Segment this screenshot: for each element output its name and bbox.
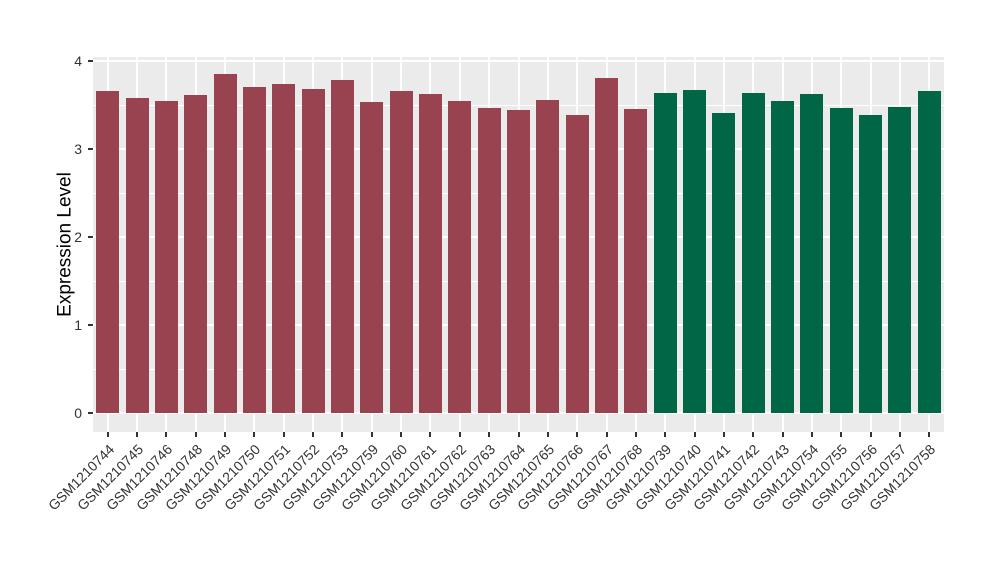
x-tick-mark bbox=[488, 432, 491, 437]
x-tick-mark bbox=[400, 432, 403, 437]
x-tick-mark bbox=[370, 432, 373, 437]
bar bbox=[536, 99, 560, 413]
x-tick-mark bbox=[253, 432, 256, 437]
bar bbox=[800, 93, 824, 413]
x-tick-mark bbox=[576, 432, 579, 437]
y-tick-mark bbox=[88, 412, 93, 414]
x-tick-mark bbox=[722, 432, 725, 437]
bar bbox=[96, 90, 120, 413]
bar bbox=[330, 80, 354, 413]
x-tick-mark bbox=[458, 432, 461, 437]
bar bbox=[184, 95, 208, 413]
y-tick-mark bbox=[88, 324, 93, 326]
bar bbox=[771, 100, 795, 413]
x-tick-mark bbox=[664, 432, 667, 437]
bar bbox=[507, 110, 530, 413]
bar bbox=[624, 108, 648, 413]
bar bbox=[477, 107, 501, 413]
x-tick-mark bbox=[429, 432, 432, 437]
y-tick-mark bbox=[88, 148, 93, 150]
bar bbox=[242, 86, 266, 413]
x-tick-mark bbox=[282, 432, 285, 437]
bar bbox=[272, 83, 296, 413]
bar bbox=[917, 90, 941, 413]
bar bbox=[213, 74, 237, 413]
y-tick-label: 1 bbox=[74, 317, 82, 333]
bar bbox=[125, 97, 149, 413]
bar bbox=[360, 102, 384, 413]
x-tick-mark bbox=[194, 432, 197, 437]
bar bbox=[741, 92, 765, 413]
y-tick-mark bbox=[88, 236, 93, 238]
y-tick-label: 2 bbox=[74, 229, 82, 245]
x-tick-mark bbox=[898, 432, 901, 437]
x-tick-mark bbox=[928, 432, 931, 437]
x-tick-mark bbox=[546, 432, 549, 437]
y-tick-mark bbox=[88, 60, 93, 62]
bar bbox=[829, 107, 853, 413]
bar bbox=[595, 77, 619, 413]
x-tick-mark bbox=[781, 432, 784, 437]
x-tick-mark bbox=[693, 432, 696, 437]
x-tick-mark bbox=[136, 432, 139, 437]
x-tick-mark bbox=[312, 432, 315, 437]
bar bbox=[301, 89, 325, 413]
bar bbox=[389, 90, 413, 413]
x-tick-mark bbox=[224, 432, 227, 437]
x-tick-mark bbox=[605, 432, 608, 437]
x-tick-mark bbox=[106, 432, 109, 437]
bar bbox=[712, 112, 736, 413]
x-tick-mark bbox=[752, 432, 755, 437]
bar bbox=[154, 100, 178, 413]
bar bbox=[448, 100, 472, 413]
y-tick-label: 0 bbox=[74, 405, 82, 421]
bar bbox=[683, 90, 707, 413]
x-tick-mark bbox=[840, 432, 843, 437]
x-tick-mark bbox=[165, 432, 168, 437]
x-tick-mark bbox=[810, 432, 813, 437]
bar bbox=[565, 114, 589, 413]
x-tick-mark bbox=[517, 432, 520, 437]
x-tick-mark bbox=[341, 432, 344, 437]
bar bbox=[888, 106, 912, 413]
x-tick-mark bbox=[634, 432, 637, 437]
bar bbox=[859, 114, 883, 413]
y-tick-label: 4 bbox=[74, 53, 82, 69]
x-tick-mark bbox=[869, 432, 872, 437]
y-tick-label: 3 bbox=[74, 141, 82, 157]
plot-panel bbox=[93, 57, 944, 432]
bar bbox=[418, 93, 442, 413]
bar bbox=[653, 92, 677, 413]
